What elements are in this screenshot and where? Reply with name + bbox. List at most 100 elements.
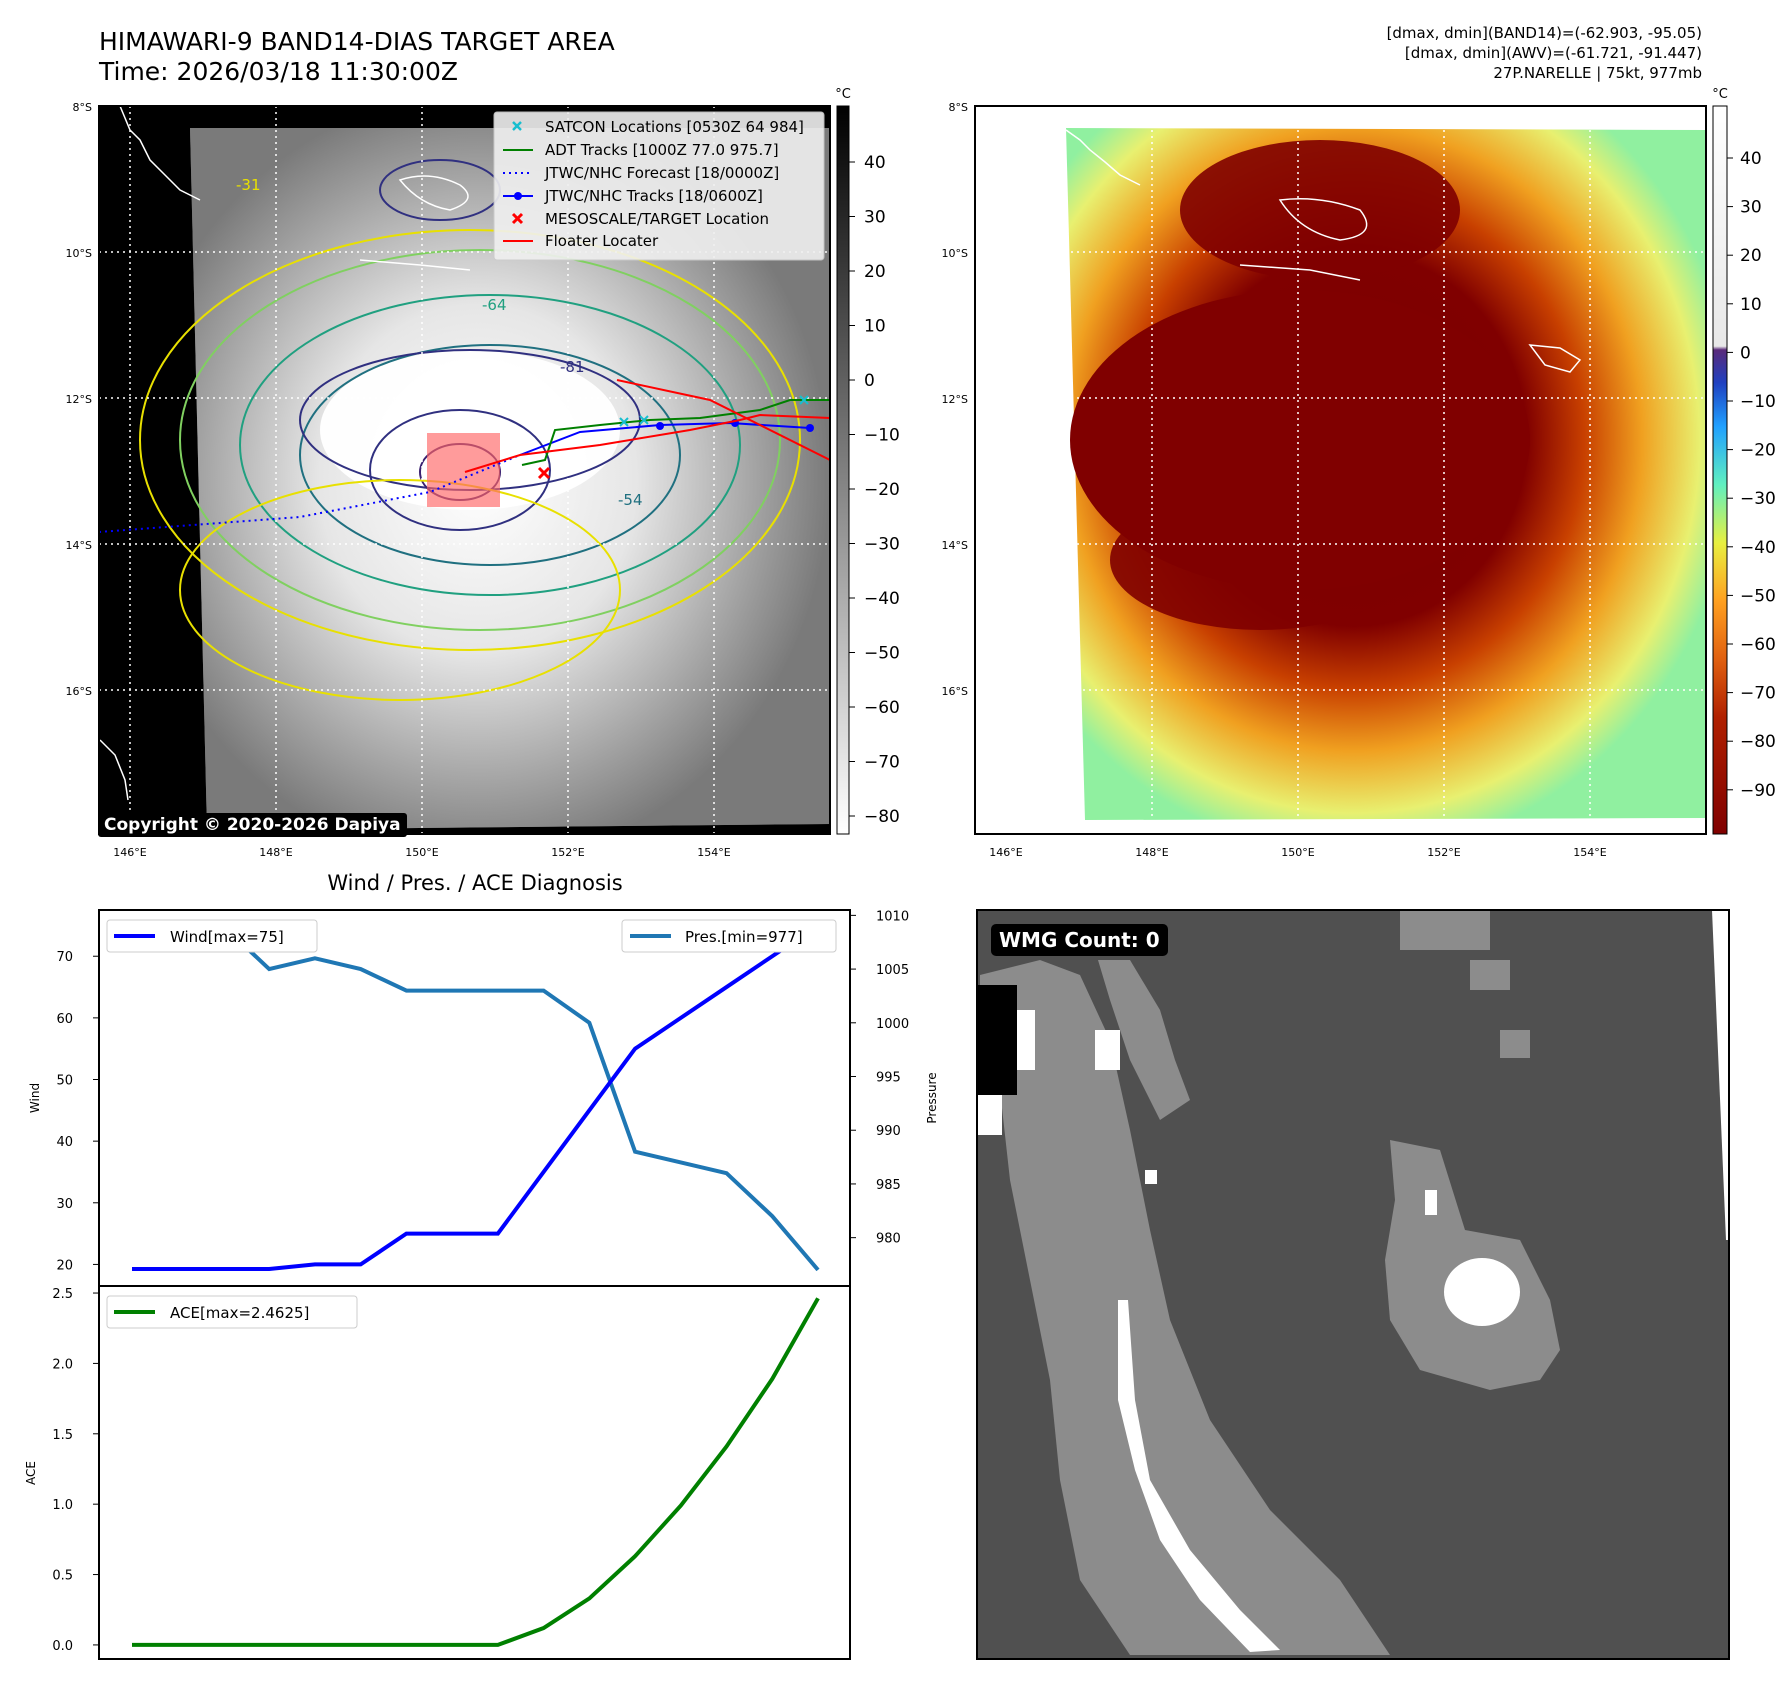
- map1-lat-tick: 16°S: [66, 685, 92, 698]
- ace-ytick-label: 1.5: [52, 1428, 73, 1443]
- stats-band14: [dmax, dmin](BAND14)=(-62.903, -95.05): [1387, 24, 1702, 42]
- wmg-count-badge: WMG Count: 0: [991, 924, 1168, 956]
- map2-lat-tick: 12°S: [942, 393, 968, 406]
- colorbar2-tick-label: 40: [1740, 149, 1762, 169]
- colorbar2-tick-label: −50: [1740, 586, 1776, 606]
- colorbar2-tick-label: −80: [1740, 732, 1776, 752]
- ace-ytick-label: 0.5: [52, 1569, 73, 1584]
- ace-legend-label: ACE[max=2.4625]: [170, 1304, 309, 1322]
- ace-ytick-label: 2.0: [52, 1357, 73, 1372]
- ace-ylabel: ACE: [24, 1461, 38, 1485]
- legend-forecast: JTWC/NHC Forecast [18/0000Z]: [544, 164, 779, 182]
- colorbar-tick-label: −70: [864, 753, 900, 773]
- map2-lon-tick: 146°E: [989, 846, 1022, 859]
- colorbar-tick-label: −30: [864, 535, 900, 555]
- map1-lat-tick: 8°S: [73, 101, 92, 114]
- wind-pres-axes: [98, 909, 851, 1287]
- wmg-panel: [976, 909, 1730, 1660]
- map2-lat-tick: 8°S: [949, 101, 968, 114]
- contour-label-54: -54: [618, 491, 643, 509]
- map2-lat-tick: 10°S: [942, 247, 968, 260]
- map-panel-color: [974, 105, 1707, 835]
- colorbar2-tick-label: −30: [1740, 489, 1776, 509]
- colorbar-tick-label: −50: [864, 644, 900, 664]
- pressure-ytick-label: 995: [876, 1071, 901, 1086]
- pressure-legend-label: Pres.[min=977]: [685, 928, 803, 946]
- map1-lon-tick: 146°E: [113, 846, 146, 859]
- colorbar2-tick-label: −20: [1740, 441, 1776, 461]
- colorbar-tick-label: −40: [864, 589, 900, 609]
- legend-satcon: SATCON Locations [0530Z 64 984]: [545, 118, 804, 136]
- colorbar-tick-label: −60: [864, 698, 900, 718]
- figure-title: HIMAWARI-9 BAND14-DIAS TARGET AREA: [99, 27, 615, 56]
- pressure-ytick-label: 985: [876, 1178, 901, 1193]
- contour-label-64: -64: [482, 296, 507, 314]
- map2-lon-tick: 148°E: [1135, 846, 1168, 859]
- map1-lon-tick: 154°E: [697, 846, 730, 859]
- pressure-ytick-label: 990: [876, 1124, 901, 1139]
- map2-lon-tick: 152°E: [1427, 846, 1460, 859]
- wind-legend-label: Wind[max=75]: [170, 928, 284, 946]
- ace-line: [132, 1297, 820, 1647]
- pressure-legend: Pres.[min=977]: [621, 919, 837, 953]
- contour-label-81: -81: [560, 358, 585, 376]
- legend-target: MESOSCALE/TARGET Location: [545, 210, 769, 228]
- colorbar-tick-label: 40: [864, 153, 886, 173]
- map2-lon-tick: 150°E: [1281, 846, 1314, 859]
- wind-ytick-label: 30: [56, 1197, 73, 1212]
- colorbar-tick-label: 10: [864, 317, 886, 337]
- storm-summary: 27P.NARELLE | 75kt, 977mb: [1493, 64, 1702, 82]
- map-legend: SATCON Locations [0530Z 64 984] ADT Trac…: [493, 111, 825, 261]
- contour-label-31: -31: [236, 176, 261, 194]
- colorbar2-tick-label: 30: [1740, 198, 1762, 218]
- wind-ytick-label: 50: [56, 1074, 73, 1089]
- pressure-line: [132, 924, 820, 1272]
- colorbar-tick-label: 20: [864, 262, 886, 282]
- map1-lat-tick: 12°S: [66, 393, 92, 406]
- colorbar2-tick-label: −40: [1740, 538, 1776, 558]
- colorbar-tick-label: −20: [864, 480, 900, 500]
- figure-time: Time: 2026/03/18 11:30:00Z: [98, 57, 458, 86]
- map1-lat-tick: 14°S: [66, 539, 92, 552]
- wind-ytick-label: 40: [56, 1135, 73, 1150]
- pressure-ytick-label: 980: [876, 1232, 901, 1247]
- pressure-ytick-label: 1000: [876, 1017, 909, 1032]
- colorbar-unit: °C: [835, 87, 851, 102]
- wind-ytick-label: 70: [56, 950, 73, 965]
- map1-lon-tick: 150°E: [405, 846, 438, 859]
- map1-lon-tick: 148°E: [259, 846, 292, 859]
- pressure-ytick-label: 1010: [876, 909, 909, 924]
- ace-ytick-label: 2.5: [52, 1287, 73, 1302]
- legend-adt: ADT Tracks [1000Z 77.0 975.7]: [545, 141, 779, 159]
- colorbar2-tick-label: −70: [1740, 684, 1776, 704]
- wind-ylabel: Wind: [28, 1083, 42, 1113]
- ace-ytick-label: 0.0: [52, 1639, 73, 1654]
- colorbar2-tick-label: −60: [1740, 635, 1776, 655]
- colorbar2-tick-label: 20: [1740, 246, 1762, 266]
- map1-lon-tick: 152°E: [551, 846, 584, 859]
- colorbar2-tick-label: −10: [1740, 392, 1776, 412]
- wind-ytick-label: 20: [56, 1258, 73, 1273]
- ace-axes: [98, 1285, 851, 1660]
- wind-ytick-label: 60: [56, 1012, 73, 1027]
- colorbar2-unit: °C: [1712, 87, 1728, 102]
- wind-legend: Wind[max=75]: [106, 919, 318, 953]
- colorbar2-tick-label: −90: [1740, 781, 1776, 801]
- stats-awv: [dmax, dmin](AWV)=(-61.721, -91.447): [1405, 44, 1702, 62]
- colorbar-tick-label: −10: [864, 426, 900, 446]
- map2-lon-tick: 154°E: [1573, 846, 1606, 859]
- chart-title: Wind / Pres. / ACE Diagnosis: [327, 871, 622, 895]
- legend-jtwc-tracks: JTWC/NHC Tracks [18/0600Z]: [544, 187, 763, 205]
- wind-line: [132, 923, 820, 1271]
- colorbar-gray: °C 40 30 20 10 0 −10 −20 −30 −40 −50 −60 −70 −80: [835, 87, 900, 835]
- pressure-ylabel: Pressure: [925, 1072, 939, 1123]
- legend-floater: Floater Locater: [545, 232, 659, 250]
- colorbar-color: °C 40 30 20 10 0 −10 −20 −30 −40 −50 −60 −70 −80 −90: [1712, 87, 1776, 835]
- map2-lat-tick: 14°S: [942, 539, 968, 552]
- colorbar2-tick-label: 0: [1740, 343, 1751, 363]
- map2-lat-tick: 16°S: [942, 685, 968, 698]
- colorbar-tick-label: −80: [864, 807, 900, 827]
- colorbar2-tick-label: 10: [1740, 295, 1762, 315]
- map1-lat-tick: 10°S: [66, 247, 92, 260]
- copyright-label: Copyright © 2020-2026 Dapiya: [98, 813, 407, 837]
